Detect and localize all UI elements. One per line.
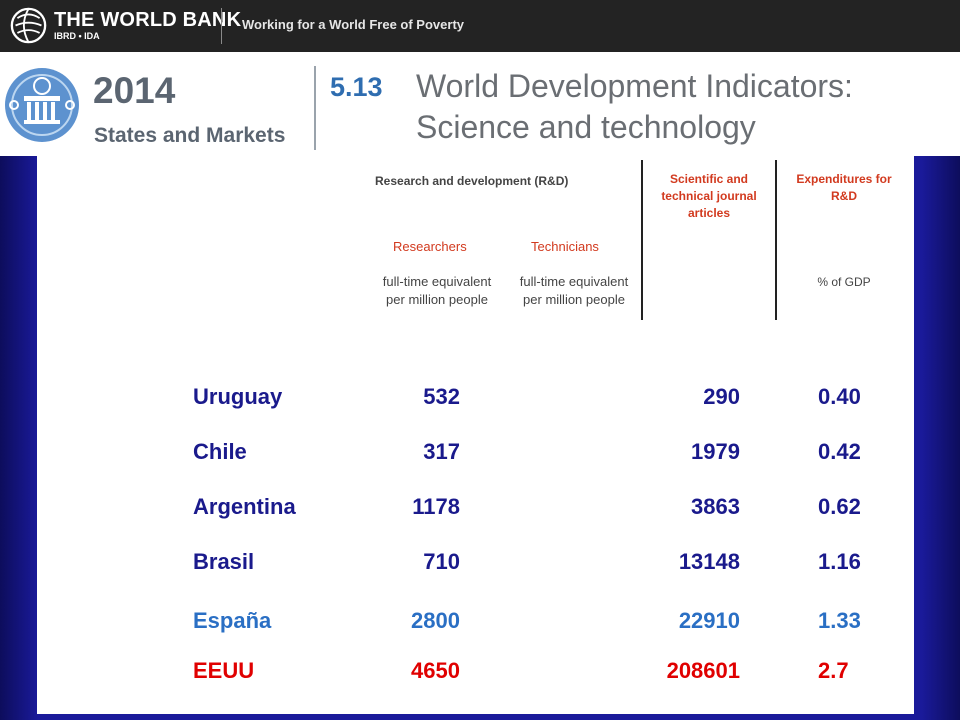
- researchers-cell: 532: [423, 384, 460, 409]
- country-cell: Chile: [193, 439, 247, 464]
- country-cell: Argentina: [193, 494, 296, 519]
- articles-cell: 13148: [678, 549, 740, 574]
- researchers-cell: 1178: [412, 494, 460, 519]
- unit-line: per million people: [386, 292, 488, 307]
- table-row: EEUU 4650 208601 2.7: [0, 658, 960, 694]
- table-row: Uruguay 532 290 0.40: [0, 384, 960, 420]
- country-cell: EEUU: [193, 658, 255, 683]
- researchers-cell: 4650: [411, 658, 460, 683]
- articles-cell: 3863: [691, 494, 740, 519]
- top-bar: THE WORLD BANK IBRD • IDA Working for a …: [0, 0, 960, 52]
- table-row: Argentina 1178 3863 0.62: [0, 494, 960, 530]
- researchers-cell: 317: [423, 439, 460, 464]
- table-row: Chile 317 1979 0.42: [0, 439, 960, 475]
- org-name: THE WORLD BANK: [54, 9, 242, 31]
- expenditures-unit: % of GDP: [817, 275, 871, 289]
- expenditures-cell: 0.40: [818, 384, 861, 409]
- articles-cell: 22910: [678, 608, 740, 633]
- section-number: 5.13: [330, 72, 383, 102]
- header-divider: [314, 66, 316, 150]
- report-year: 2014: [93, 70, 176, 111]
- unit-line: per million people: [523, 292, 625, 307]
- table-row: España 2800 22910 1.33: [0, 608, 960, 644]
- expenditures-cell: 1.33: [818, 608, 861, 633]
- rd-group-header: Research and development (R&D): [375, 174, 569, 188]
- expenditures-header-line: Expenditures for: [796, 172, 892, 186]
- page-title-line2: Science and technology: [416, 109, 756, 145]
- expenditures-cell: 1.16: [818, 549, 861, 574]
- header-band: [0, 52, 960, 156]
- researchers-unit: full-time equivalent per million people: [368, 273, 506, 309]
- page-title-line1: World Development Indicators:: [416, 68, 853, 104]
- articles-cell: 290: [703, 384, 740, 409]
- expenditures-cell: 0.42: [818, 439, 861, 464]
- expenditures-cell: 0.62: [818, 494, 861, 519]
- org-subtitle: IBRD • IDA: [54, 31, 100, 41]
- expenditures-header: Expenditures for R&D: [778, 171, 910, 205]
- country-cell: España: [193, 608, 272, 633]
- articles-cell: 208601: [666, 658, 740, 683]
- country-cell: Brasil: [193, 549, 255, 574]
- expenditures-cell: 2.7: [818, 658, 849, 683]
- section-name: States and Markets: [94, 124, 286, 147]
- unit-line: full-time equivalent: [382, 274, 492, 289]
- technicians-unit: full-time equivalent per million people: [506, 273, 642, 309]
- column-divider: [775, 160, 777, 320]
- articles-header: Scientific and technical journal article…: [642, 171, 776, 222]
- table-row: Brasil 710 13148 1.16: [0, 549, 960, 585]
- technicians-header: Technicians: [531, 239, 599, 254]
- world-bank-globe-icon: [10, 7, 47, 44]
- unit-line: full-time equivalent: [519, 274, 629, 289]
- articles-cell: 1979: [691, 439, 740, 464]
- researchers-header: Researchers: [393, 239, 467, 254]
- expenditures-header-line: R&D: [831, 189, 857, 203]
- slogan: Working for a World Free of Poverty: [242, 17, 464, 32]
- researchers-cell: 710: [423, 549, 460, 574]
- temple-seal-icon: [5, 68, 79, 142]
- articles-header-line: Scientific and: [669, 172, 749, 186]
- topbar-divider: [221, 8, 222, 44]
- country-cell: Uruguay: [193, 384, 283, 409]
- articles-header-line: technical journal: [661, 189, 757, 203]
- researchers-cell: 2800: [411, 608, 460, 633]
- column-divider: [641, 160, 643, 320]
- content-panel: [37, 156, 914, 714]
- articles-header-line: articles: [687, 206, 731, 220]
